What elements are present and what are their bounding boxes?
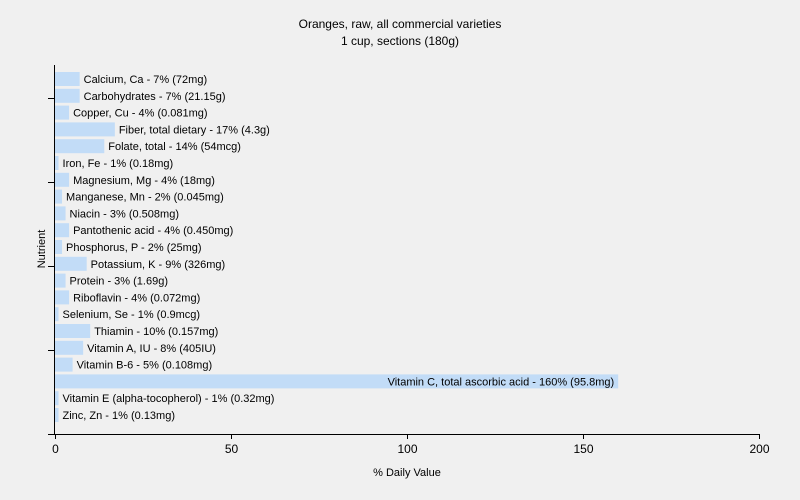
bar-label: Phosphorus, P - 2% (25mg) — [66, 242, 202, 254]
bar — [55, 391, 59, 406]
bar — [55, 340, 84, 355]
bar — [55, 172, 70, 187]
bar — [55, 408, 59, 422]
chart-title: Oranges, raw, all commercial varieties — [299, 17, 502, 31]
bar-label: Calcium, Ca - 7% (72mg) — [84, 74, 207, 86]
bar — [55, 256, 87, 271]
bar-label: Niacin - 3% (0.508mg) — [70, 208, 179, 220]
x-tick-label: 0 — [52, 442, 59, 456]
x-tick-label: 200 — [749, 442, 769, 456]
bar — [55, 122, 115, 137]
bar — [55, 374, 619, 389]
x-tick-label: 50 — [225, 442, 239, 456]
bar — [55, 105, 70, 120]
bar-label: Thiamin - 10% (0.157mg) — [94, 326, 218, 338]
bar — [55, 290, 70, 305]
bar-label: Pantothenic acid - 4% (0.450mg) — [73, 225, 233, 237]
bar — [55, 189, 63, 204]
bar-label: Selenium, Se - 1% (0.9mcg) — [63, 309, 201, 321]
bar-label: Vitamin C, total ascorbic acid - 160% (9… — [388, 376, 615, 388]
bar-label: Magnesium, Mg - 4% (18mg) — [73, 175, 215, 187]
bar-label: Manganese, Mn - 2% (0.045mg) — [66, 192, 224, 204]
bar — [55, 307, 59, 322]
x-axis-label: % Daily Value — [373, 467, 441, 479]
bar — [55, 357, 73, 372]
bar-label: Vitamin E (alpha-tocopherol) - 1% (0.32m… — [63, 393, 275, 405]
bar — [55, 273, 66, 288]
bar-label: Riboflavin - 4% (0.072mg) — [73, 292, 200, 304]
bar — [55, 324, 91, 338]
x-tick-label: 100 — [397, 442, 417, 456]
bar-label: Protein - 3% (1.69g) — [70, 276, 168, 288]
y-ticks-layer — [48, 98, 54, 435]
chart-subtitle: 1 cup, sections (180g) — [341, 34, 459, 48]
bar-label: Iron, Fe - 1% (0.18mg) — [63, 158, 174, 170]
y-axis-label: Nutrient — [36, 230, 48, 269]
bar-label: Vitamin A, IU - 8% (405IU) — [87, 343, 216, 355]
bar — [55, 206, 66, 221]
bar-labels-layer: Calcium, Ca - 7% (72mg) Carbohydrates - 7… — [63, 74, 615, 422]
bar — [55, 240, 63, 254]
bar-label: Carbohydrates - 7% (21.15g) — [84, 91, 226, 103]
bar — [55, 72, 80, 86]
bar-label: Vitamin B-6 - 5% (0.108mg) — [77, 360, 213, 372]
bars-layer — [55, 72, 619, 422]
bar — [55, 156, 59, 170]
bar — [55, 139, 105, 154]
bar-label: Zinc, Zn - 1% (0.13mg) — [63, 410, 175, 422]
x-tick-label: 150 — [573, 442, 593, 456]
bar-label: Copper, Cu - 4% (0.081mg) — [73, 108, 208, 120]
x-ticks-layer: 0 50 100 150 200 — [52, 434, 770, 456]
bar-label: Potassium, K - 9% (326mg) — [91, 259, 226, 271]
bar-label: Folate, total - 14% (54mcg) — [108, 141, 241, 153]
bar — [55, 88, 80, 103]
bar — [55, 223, 70, 238]
bar-label: Fiber, total dietary - 17% (4.3g) — [119, 124, 270, 136]
